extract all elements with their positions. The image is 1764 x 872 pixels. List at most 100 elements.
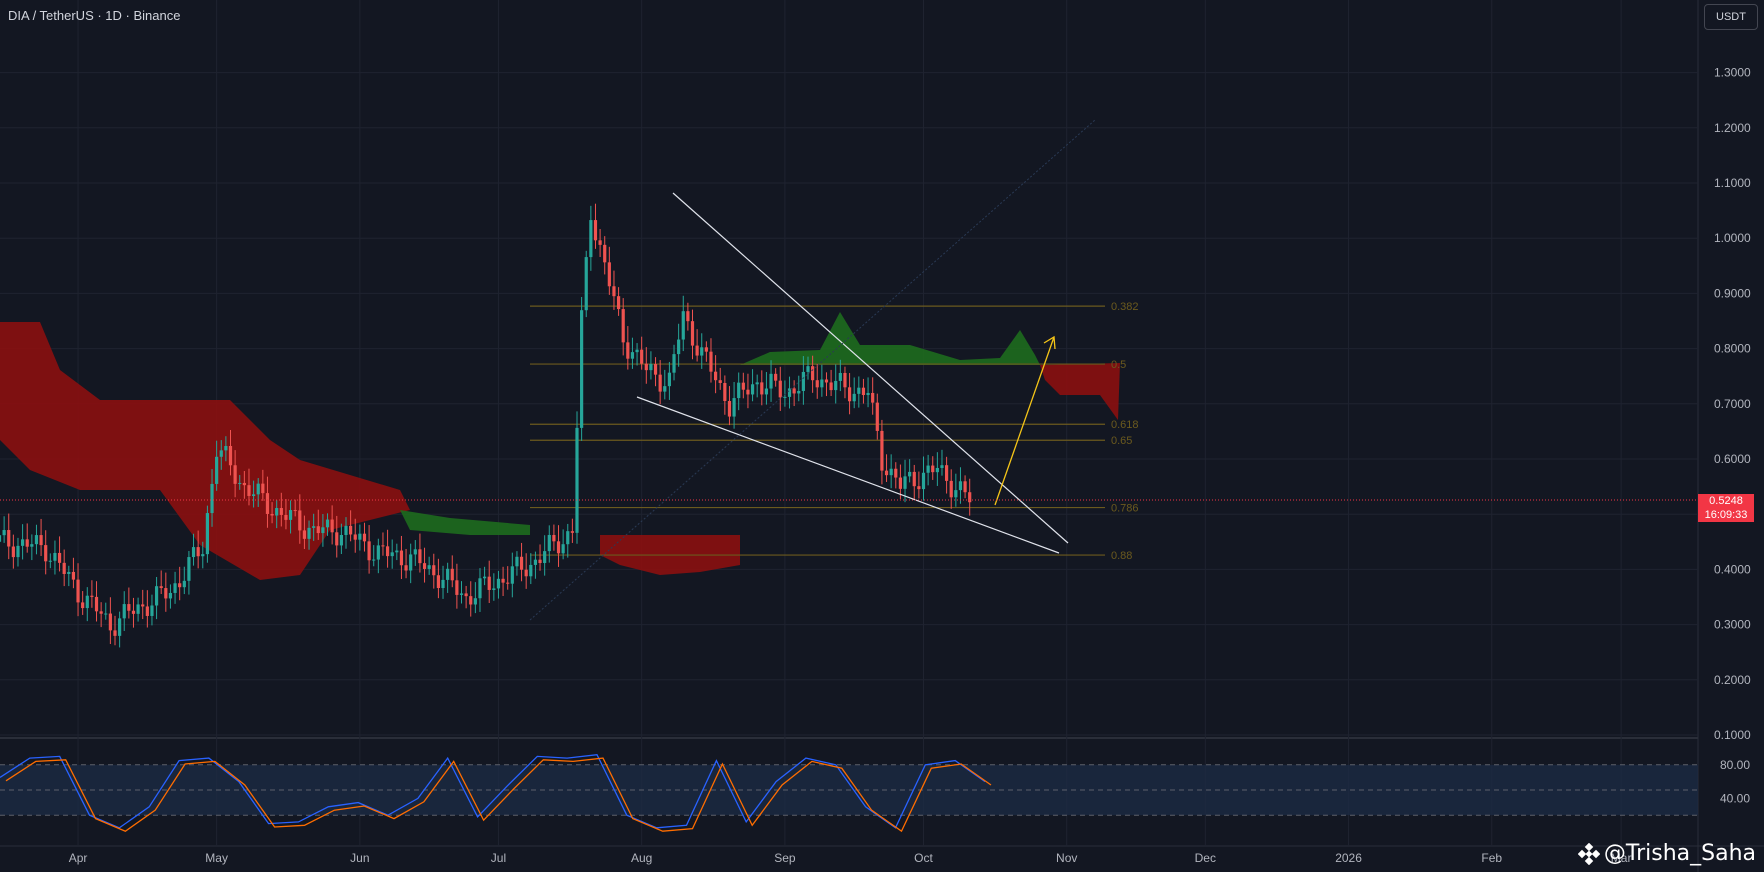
- fib-level-label: 0.88: [1111, 550, 1132, 562]
- candle-body: [552, 534, 556, 542]
- candle-body: [861, 387, 866, 396]
- candle-body: [492, 588, 496, 590]
- candle-body: [732, 398, 736, 417]
- y-tick-label: 0.3000: [1714, 618, 1751, 632]
- x-tick-label: Jun: [350, 851, 369, 865]
- candle-body: [173, 583, 177, 593]
- candle-body: [797, 390, 801, 394]
- candle-body: [293, 510, 297, 512]
- candle-body: [201, 554, 205, 557]
- candle-body: [81, 602, 85, 609]
- candle-body: [302, 530, 307, 539]
- candle-body: [478, 578, 482, 599]
- candle-body: [284, 514, 288, 520]
- candle-body: [926, 465, 930, 473]
- candle-body: [85, 595, 89, 609]
- candle-body: [252, 494, 256, 496]
- candle-body: [168, 592, 173, 599]
- y-tick-label: 0.4000: [1714, 562, 1751, 576]
- currency-button[interactable]: USDT: [1704, 4, 1758, 30]
- candle-body: [912, 471, 916, 487]
- candle-body: [404, 565, 408, 571]
- candle-body: [931, 465, 935, 473]
- x-tick-label: Dec: [1195, 851, 1216, 865]
- candle-body: [824, 379, 829, 383]
- candle-body: [640, 349, 644, 364]
- x-tick-label: 2026: [1335, 851, 1362, 865]
- candle-body: [556, 541, 561, 554]
- candle-body: [367, 541, 371, 561]
- candle-body: [940, 465, 944, 468]
- x-tick-label: Aug: [631, 851, 652, 865]
- candle-body: [898, 477, 902, 489]
- candle-body: [811, 366, 815, 381]
- candle-body: [889, 468, 893, 476]
- candle-body: [612, 286, 616, 297]
- candle-body: [760, 382, 764, 395]
- fib-level-label: 0.786: [1111, 503, 1139, 515]
- candle-body: [584, 257, 588, 311]
- candle-body: [884, 470, 889, 476]
- candle-body: [908, 471, 912, 477]
- y-tick-label: 0.8000: [1714, 342, 1751, 356]
- y-tick-label: 0.2000: [1714, 673, 1751, 687]
- candle-body: [686, 311, 690, 322]
- x-tick-label: Jul: [491, 851, 506, 865]
- candle-body: [427, 565, 431, 569]
- candle-body: [769, 373, 773, 389]
- candle-body: [510, 566, 514, 584]
- candle-body: [127, 604, 131, 611]
- y-tick-label: 1.0000: [1714, 231, 1751, 245]
- candle-body: [90, 595, 94, 597]
- candle-body: [570, 531, 574, 533]
- candle-body: [450, 568, 454, 581]
- candle-body: [695, 345, 699, 356]
- candle-body: [441, 579, 445, 589]
- candle-body: [358, 533, 362, 540]
- candle-body: [543, 551, 547, 564]
- candle-body: [524, 569, 528, 577]
- candle-body: [778, 380, 782, 398]
- candle-body: [150, 605, 154, 616]
- candle-body: [335, 532, 339, 546]
- candle-body: [750, 384, 755, 395]
- candle-body: [714, 371, 718, 381]
- x-tick-label: Sep: [774, 851, 796, 865]
- candle-body: [16, 545, 20, 558]
- candle-body: [718, 380, 722, 383]
- candle-body: [649, 364, 653, 371]
- candle-body: [191, 547, 196, 558]
- candle-body: [575, 427, 579, 533]
- candle-body: [515, 556, 519, 567]
- candle-body: [667, 372, 671, 387]
- candle-body: [131, 610, 136, 614]
- candle-body: [483, 576, 487, 579]
- candle-body: [247, 485, 251, 496]
- candle-body: [385, 546, 390, 557]
- candle-body: [349, 525, 353, 535]
- candle-body: [593, 220, 598, 241]
- last-price-tag: 0.5248 16:09:33: [1698, 494, 1754, 522]
- ichimoku-cloud-bear: [1040, 363, 1120, 420]
- candle-body: [187, 557, 191, 581]
- candle-body: [312, 526, 316, 528]
- candle-body: [76, 579, 80, 603]
- candle-body: [746, 389, 750, 395]
- candle-body: [607, 262, 611, 287]
- candle-body: [71, 571, 76, 580]
- candle-body: [99, 611, 103, 614]
- candle-body: [409, 554, 413, 571]
- candle-body: [755, 382, 759, 385]
- x-tick-label: Nov: [1056, 851, 1077, 865]
- candle-body: [921, 472, 926, 490]
- wedge-upper-trendline: [672, 192, 1069, 544]
- candle-body: [256, 483, 260, 495]
- candle-body: [164, 588, 168, 599]
- candle-body: [224, 445, 228, 451]
- candle-body: [418, 549, 422, 564]
- candle-body: [459, 593, 464, 595]
- candle-body: [547, 534, 551, 552]
- candle-body: [53, 552, 57, 561]
- fib-diagonal: [529, 119, 1096, 621]
